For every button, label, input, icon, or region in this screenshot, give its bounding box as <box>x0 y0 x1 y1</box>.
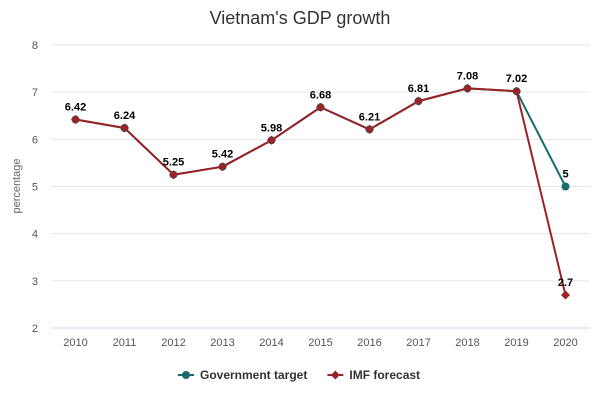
y-tick-label: 2 <box>32 323 38 335</box>
data-point-diamond <box>218 162 227 172</box>
data-point-diamond <box>71 115 80 125</box>
data-label: 6.81 <box>408 83 429 95</box>
data-label: 5.42 <box>212 149 233 161</box>
data-label: 5 <box>562 169 568 181</box>
y-tick-label: 6 <box>32 134 38 146</box>
legend-symbol-circle <box>182 371 190 379</box>
data-point-diamond <box>561 290 570 300</box>
data-label: 7.02 <box>506 73 527 85</box>
data-point-diamond <box>512 86 521 96</box>
gridlines <box>51 44 590 329</box>
data-point-diamond <box>316 102 325 112</box>
x-tick-label: 2012 <box>161 337 185 349</box>
data-point-diamond <box>463 83 472 93</box>
x-tick-label: 2020 <box>553 337 577 349</box>
x-tick-label: 2013 <box>210 337 234 349</box>
data-point-diamond <box>365 124 374 134</box>
x-tick-label: 2014 <box>259 337 283 349</box>
data-label: 6.68 <box>310 89 331 101</box>
x-tick-label: 2011 <box>113 337 137 349</box>
data-label: 5.98 <box>261 122 282 134</box>
x-tick-label: 2018 <box>455 337 479 349</box>
x-tick-label: 2016 <box>357 337 381 349</box>
data-label: 6.21 <box>359 111 380 123</box>
data-label: 6.42 <box>65 102 86 114</box>
x-axis-ticks: 2010 2011 2012 2013 2014 2015 2016 2017 2018 2019… <box>63 337 577 349</box>
legend-symbol-diamond <box>330 370 340 380</box>
series-line-2 <box>75 87 567 296</box>
data-label: 5.25 <box>163 157 184 169</box>
x-tick-label: 2017 <box>406 337 430 349</box>
data-point-diamond <box>120 123 129 133</box>
chart-title: Vietnam's GDP growth <box>210 8 391 28</box>
y-axis-ticks: 2 3 4 5 6 7 8 <box>32 40 38 335</box>
series-markers <box>71 83 570 300</box>
y-tick-label: 3 <box>32 276 38 288</box>
data-point-circle <box>561 182 570 191</box>
y-axis-label: percentage <box>11 158 23 213</box>
data-label: 2.7 <box>558 277 573 289</box>
data-label: 7.08 <box>457 70 478 82</box>
y-tick-label: 5 <box>32 182 38 194</box>
y-tick-label: 4 <box>32 229 38 241</box>
x-tick-label: 2010 <box>63 337 87 349</box>
data-point-diamond <box>267 135 276 145</box>
x-tick-label: 2015 <box>308 337 332 349</box>
legend-label: Government target <box>200 368 307 382</box>
y-tick-label: 8 <box>32 40 38 52</box>
x-tick-label: 2019 <box>504 337 528 349</box>
series-lines <box>75 87 567 296</box>
data-label: 6.24 <box>114 110 136 122</box>
data-point-diamond <box>414 96 423 106</box>
data-point-diamond <box>169 170 178 180</box>
data-labels: 5 6.42 6.24 5.25 5.42 5.98 6.68 6.21 6.81 7.08 7.0… <box>65 70 573 289</box>
y-tick-label: 7 <box>32 87 38 99</box>
legend-label: IMF forecast <box>349 368 420 382</box>
legend: Government target IMF forecast <box>178 368 420 382</box>
